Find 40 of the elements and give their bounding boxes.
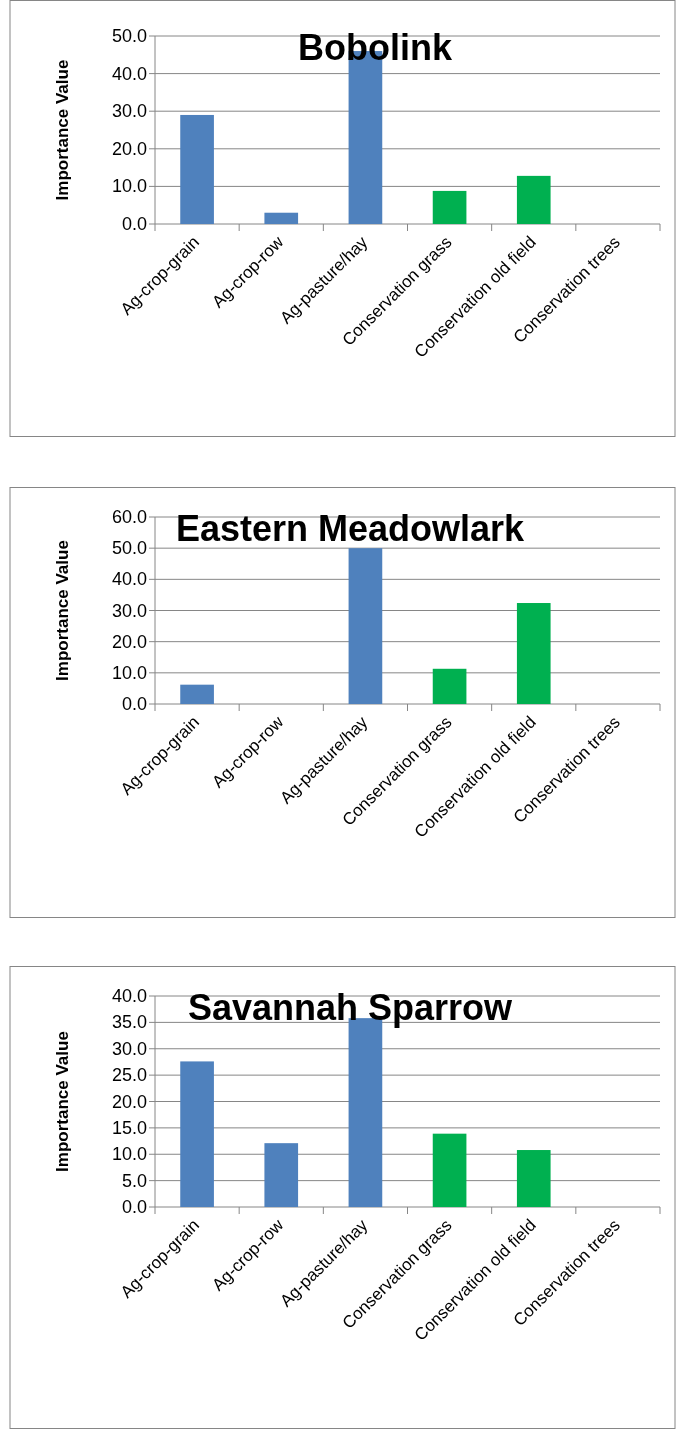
y-tick-label: 0.0: [121, 694, 147, 714]
bar: [516, 1150, 551, 1207]
y-tick-label: 0.0: [121, 1197, 147, 1217]
y-tick-label: 60.0: [111, 507, 147, 527]
y-tick-label: 20.0: [111, 631, 147, 652]
bar: [516, 175, 551, 224]
y-tick-label: 30.0: [111, 600, 147, 621]
y-tick-label: 30.0: [111, 1038, 147, 1059]
chart-title: Savannah Sparrow: [187, 987, 514, 1028]
bar: [180, 1061, 214, 1207]
bar: [264, 1143, 299, 1207]
y-axis-title: Importance Value: [53, 59, 72, 201]
y-tick-label: 50.0: [111, 26, 147, 46]
y-tick-label: 50.0: [111, 538, 147, 559]
y-axis-title: Importance Value: [53, 1031, 72, 1172]
chart-title: Eastern Meadowlark: [175, 508, 526, 549]
bar: [348, 548, 383, 704]
bar: [180, 684, 214, 704]
chart-title: Bobolink: [298, 27, 453, 68]
y-axis-title: Importance Value: [53, 540, 72, 681]
y-tick-label: 30.0: [111, 101, 147, 122]
y-tick-label: 25.0: [111, 1065, 147, 1086]
y-tick-label: 5.0: [121, 1170, 147, 1191]
bar: [432, 1133, 467, 1207]
y-tick-label: 20.0: [111, 1091, 147, 1112]
y-tick-label: 40.0: [111, 986, 147, 1006]
y-tick-label: 0.0: [121, 214, 147, 234]
y-tick-label: 10.0: [111, 1144, 147, 1165]
y-tick-label: 40.0: [111, 569, 147, 590]
bar: [432, 190, 467, 224]
bar: [516, 603, 551, 704]
y-tick-label: 15.0: [111, 1117, 147, 1138]
bar: [432, 668, 467, 704]
y-tick-label: 10.0: [111, 176, 147, 197]
y-tick-label: 35.0: [111, 1012, 147, 1033]
y-tick-label: 10.0: [111, 662, 147, 683]
bar: [264, 212, 299, 224]
bar: [180, 114, 214, 224]
y-tick-label: 20.0: [111, 138, 147, 159]
y-tick-label: 40.0: [111, 63, 147, 84]
